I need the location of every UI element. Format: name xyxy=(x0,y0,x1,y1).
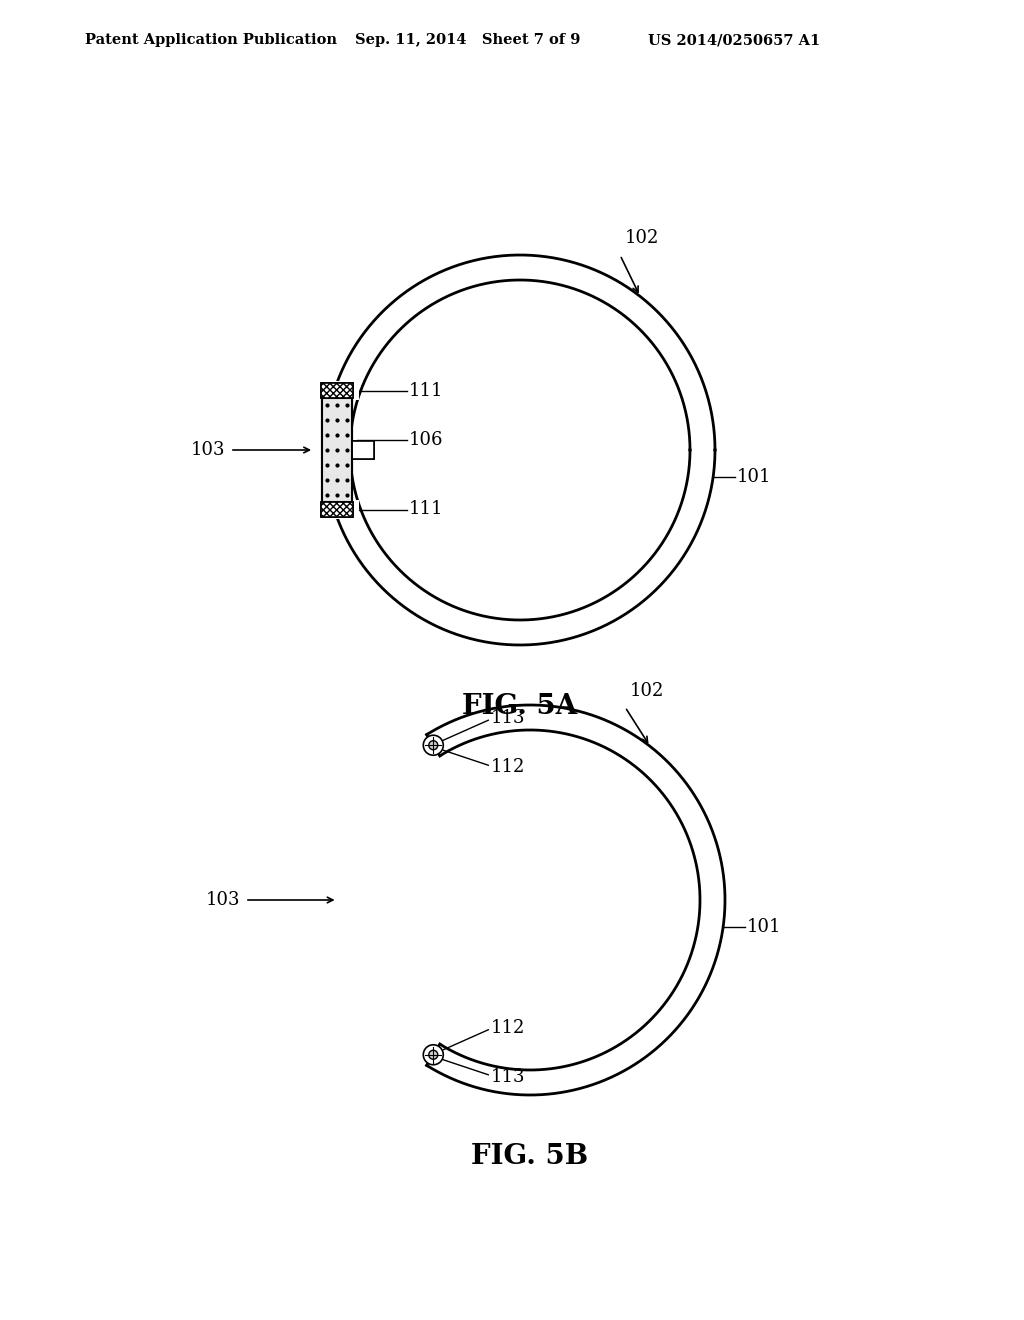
Text: 113: 113 xyxy=(490,1068,524,1086)
Bar xyxy=(352,441,374,459)
Text: Patent Application Publication: Patent Application Publication xyxy=(85,33,337,48)
Bar xyxy=(321,383,353,399)
Bar xyxy=(322,399,352,502)
Text: 106: 106 xyxy=(409,432,443,449)
Bar xyxy=(322,399,352,502)
Text: 103: 103 xyxy=(206,891,240,909)
Bar xyxy=(317,500,359,519)
Circle shape xyxy=(423,1044,443,1065)
Bar xyxy=(321,383,353,399)
Text: 103: 103 xyxy=(190,441,225,459)
Circle shape xyxy=(429,741,438,750)
Text: 111: 111 xyxy=(409,381,443,400)
Text: 112: 112 xyxy=(490,1019,524,1036)
Bar xyxy=(321,502,353,517)
Text: US 2014/0250657 A1: US 2014/0250657 A1 xyxy=(648,33,820,48)
Text: Sep. 11, 2014   Sheet 7 of 9: Sep. 11, 2014 Sheet 7 of 9 xyxy=(355,33,581,48)
Text: 112: 112 xyxy=(490,758,524,776)
Circle shape xyxy=(429,1051,438,1059)
Text: 111: 111 xyxy=(409,500,443,519)
Text: 101: 101 xyxy=(737,469,771,486)
Circle shape xyxy=(423,735,443,755)
Bar xyxy=(352,441,374,459)
Bar xyxy=(317,381,359,400)
Text: 102: 102 xyxy=(630,682,665,700)
Text: 102: 102 xyxy=(625,228,659,247)
Bar xyxy=(321,502,353,517)
Text: FIG. 5B: FIG. 5B xyxy=(471,1143,589,1171)
Text: 101: 101 xyxy=(746,919,781,936)
Text: 113: 113 xyxy=(490,709,524,727)
Text: FIG. 5A: FIG. 5A xyxy=(462,693,578,721)
